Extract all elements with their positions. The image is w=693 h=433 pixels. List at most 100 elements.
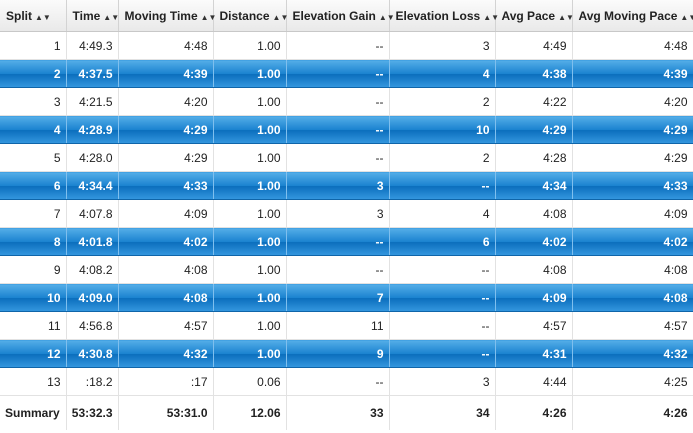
column-header-label: Moving Time [124, 8, 198, 23]
sort-arrows-icon[interactable]: ▲▼ [483, 12, 500, 22]
cell-avg-pace: 4:29 [495, 115, 573, 144]
column-header-elevation-loss[interactable]: Elevation Loss ▲▼ [389, 0, 499, 32]
cell-avg-pace: 4:22 [495, 87, 573, 116]
cell-moving-time: 4:08 [118, 283, 214, 312]
table-row[interactable]: 9 4:08.2 4:08 1.00 -- -- 4:08 4:08 [0, 255, 693, 284]
table-row[interactable]: 7 4:07.8 4:09 1.00 3 4 4:08 4:09 [0, 199, 693, 228]
cell-elevation-gain: -- [286, 59, 390, 88]
sort-arrows-icon[interactable]: ▲▼ [35, 12, 51, 22]
cell-time: 4:01.8 [66, 227, 119, 256]
cell-elevation-gain: 11 [286, 311, 390, 340]
cell-distance: 1.00 [213, 227, 287, 256]
table-row[interactable]: 4 4:28.9 4:29 1.00 -- 10 4:29 4:29 [0, 115, 693, 144]
cell-split: 13 [0, 367, 67, 396]
table-row[interactable]: 10 4:09.0 4:08 1.00 7 -- 4:09 4:08 [0, 283, 693, 312]
cell-elevation-loss: 3 [389, 31, 496, 60]
cell-moving-time: 4:48 [118, 31, 214, 60]
cell-avg-pace: 4:49 [495, 31, 573, 60]
cell-distance: 1.00 [213, 199, 287, 228]
cell-elevation-loss: 4 [389, 199, 496, 228]
cell-elevation-gain: -- [286, 255, 390, 284]
cell-distance: 1.00 [213, 171, 287, 200]
sort-arrows-icon[interactable]: ▲▼ [200, 12, 217, 22]
sort-arrows-icon[interactable]: ▲▼ [378, 12, 395, 22]
summary-cell-elevation-gain: 33 [286, 395, 390, 430]
table-row[interactable]: 3 4:21.5 4:20 1.00 -- 2 4:22 4:20 [0, 87, 693, 116]
column-header-distance[interactable]: Distance ▲▼ [213, 0, 289, 32]
summary-cell-split: Summary [0, 395, 67, 430]
cell-time: 4:07.8 [66, 199, 119, 228]
table-row[interactable]: 6 4:34.4 4:33 1.00 3 -- 4:34 4:33 [0, 171, 693, 200]
column-header-label: Avg Moving Pace [578, 8, 678, 23]
cell-elevation-gain: 3 [286, 199, 390, 228]
cell-elevation-loss: -- [389, 339, 496, 368]
cell-split: 12 [0, 339, 67, 368]
cell-avg-moving-pace: 4:02 [572, 227, 693, 256]
cell-distance: 1.00 [213, 143, 287, 172]
cell-split: 4 [0, 115, 67, 144]
cell-elevation-gain: 9 [286, 339, 390, 368]
cell-avg-moving-pace: 4:08 [572, 255, 693, 284]
table-row[interactable]: 12 4:30.8 4:32 1.00 9 -- 4:31 4:32 [0, 339, 693, 368]
cell-distance: 1.00 [213, 283, 287, 312]
cell-avg-pace: 4:34 [495, 171, 573, 200]
cell-avg-pace: 4:02 [495, 227, 573, 256]
cell-elevation-loss: 2 [389, 143, 496, 172]
cell-elevation-loss: 2 [389, 87, 496, 116]
summary-row: Summary 53:32.3 53:31.0 12.06 33 34 4:26 4:26 [0, 395, 693, 430]
table-row[interactable]: 1 4:49.3 4:48 1.00 -- 3 4:49 4:48 [0, 31, 693, 60]
table-row[interactable]: 2 4:37.5 4:39 1.00 -- 4 4:38 4:39 [0, 59, 693, 88]
table-row[interactable]: 11 4:56.8 4:57 1.00 11 -- 4:57 4:57 [0, 311, 693, 340]
cell-distance: 1.00 [213, 59, 287, 88]
cell-split: 3 [0, 87, 67, 116]
summary-cell-distance: 12.06 [213, 395, 287, 430]
summary-cell-time: 53:32.3 [66, 395, 119, 430]
cell-time: :18.2 [66, 367, 119, 396]
column-header-time[interactable]: Time ▲▼ [66, 0, 120, 32]
table-row[interactable]: 13:18.2:17 0.06 -- 3 4:44 4:25 [0, 367, 693, 396]
cell-moving-time: 4:39 [118, 59, 214, 88]
table-row[interactable]: 5 4:28.0 4:29 1.00 -- 2 4:28 4:29 [0, 143, 693, 172]
cell-time: 4:21.5 [66, 87, 119, 116]
cell-avg-moving-pace: 4:33 [572, 171, 693, 200]
sort-arrows-icon[interactable]: ▲▼ [103, 12, 120, 22]
sort-arrows-icon[interactable]: ▲▼ [680, 12, 693, 22]
cell-split: 11 [0, 311, 67, 340]
column-header-moving-time[interactable]: Moving Time ▲▼ [118, 0, 216, 32]
cell-moving-time: 4:09 [118, 199, 214, 228]
cell-split: 2 [0, 59, 67, 88]
table-row[interactable]: 8 4:01.8 4:02 1.00 -- 6 4:02 4:02 [0, 227, 693, 256]
cell-split: 7 [0, 199, 67, 228]
cell-avg-moving-pace: 4:39 [572, 59, 693, 88]
cell-avg-moving-pace: 4:29 [572, 115, 693, 144]
cell-elevation-gain: -- [286, 227, 390, 256]
cell-split: 6 [0, 171, 67, 200]
column-header-label: Avg Pace [501, 8, 556, 23]
cell-distance: 1.00 [213, 87, 287, 116]
cell-time: 4:30.8 [66, 339, 119, 368]
cell-elevation-gain: -- [286, 31, 390, 60]
cell-elevation-loss: -- [389, 311, 496, 340]
cell-moving-time: 4:57 [118, 311, 214, 340]
column-header-avg-pace[interactable]: Avg Pace ▲▼ [495, 0, 574, 32]
column-header-label: Time [72, 8, 101, 23]
cell-avg-pace: 4:28 [495, 143, 573, 172]
table-header-row: Split ▲▼ Time ▲▼ Moving Time ▲▼ Distance ▲▼ Elev… [0, 0, 693, 32]
column-header-split[interactable]: Split ▲▼ [0, 0, 67, 32]
cell-avg-moving-pace: 4:29 [572, 143, 693, 172]
cell-avg-pace: 4:38 [495, 59, 573, 88]
cell-elevation-gain: 7 [286, 283, 390, 312]
sort-arrows-icon[interactable]: ▲▼ [272, 12, 289, 22]
column-header-avg-moving-pace[interactable]: Avg Moving Pace ▲▼ [572, 0, 693, 32]
cell-elevation-gain: -- [286, 115, 390, 144]
cell-time: 4:37.5 [66, 59, 119, 88]
sort-arrows-icon[interactable]: ▲▼ [558, 12, 574, 22]
cell-elevation-loss: 6 [389, 227, 496, 256]
cell-elevation-loss: 4 [389, 59, 496, 88]
cell-elevation-loss: -- [389, 255, 496, 284]
column-header-elevation-gain[interactable]: Elevation Gain ▲▼ [286, 0, 395, 32]
cell-distance: 1.00 [213, 311, 287, 340]
cell-time: 4:28.0 [66, 143, 119, 172]
cell-avg-moving-pace: 4:32 [572, 339, 693, 368]
